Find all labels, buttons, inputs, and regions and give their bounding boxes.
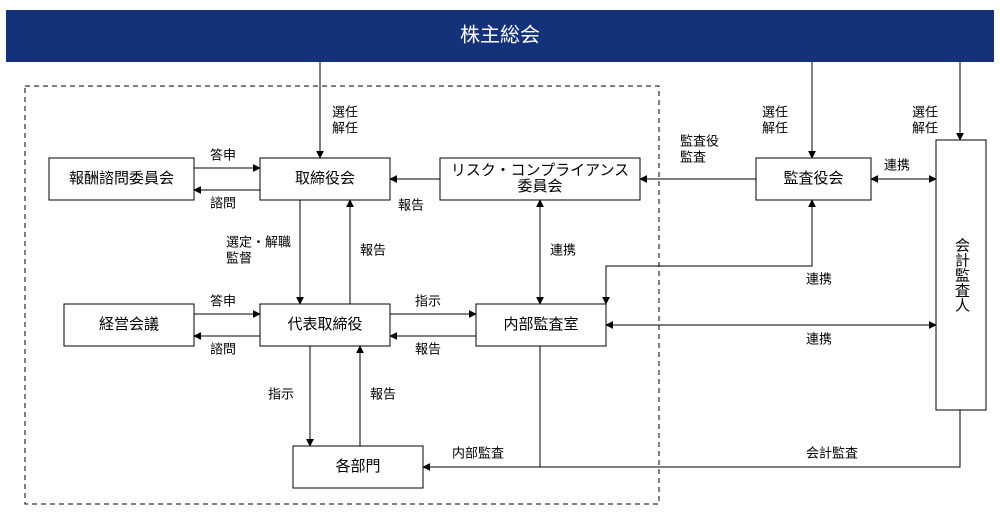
- edge-label-ab-board-2: 監査: [680, 149, 706, 164]
- edge-label-ceo-aud-t: 指示: [415, 293, 441, 308]
- node-label-accounting_auditor: 会計監査人: [953, 238, 970, 313]
- node-label-ceo: 代表取締役: [287, 316, 362, 333]
- governance-diagram: 選任解任選任解任選任解任答申諮問報告選定・解職監督報告連携答申諮問指示報告指示報…: [0, 0, 1000, 526]
- edge-label-board-ceo-l: 選定・解職: [226, 234, 291, 249]
- edge-label-sh-board-2: 解任: [332, 120, 358, 135]
- edge-label-ab-acct: 連携: [884, 157, 910, 172]
- edge-ab-aud: [606, 200, 812, 304]
- edge-label-sh-acct: 選任: [912, 104, 938, 119]
- edge-label-sh-ab: 選任: [762, 104, 788, 119]
- edge-label-acct-dept: 会計監査: [806, 445, 858, 460]
- edge-label-ceo-mgmt-b: 諮問: [210, 341, 236, 356]
- node-label-risk-0: リスク・コンプライアンス: [451, 162, 629, 179]
- node-label-mgmt: 経営会議: [99, 315, 159, 333]
- node-label-board: 取締役会: [295, 170, 355, 187]
- edge-label-sh-board-1: 選任: [332, 104, 358, 119]
- edge-label-mgmt-ceo-t: 答申: [210, 293, 236, 308]
- edge-label-aud-ceo-b: 報告: [415, 341, 441, 356]
- node-label-departments: 各部門: [335, 458, 380, 475]
- edge-label-comp-board-t: 答申: [210, 147, 236, 162]
- edge-label-ceo-dept-l: 指示: [268, 386, 294, 401]
- node-label-compensation: 報酬諮問委員会: [69, 170, 174, 187]
- edge-label-aud-acct: 連携: [806, 331, 832, 346]
- node-label-risk-1: 委員会: [517, 178, 562, 195]
- dashed-group: [25, 86, 659, 504]
- edge-label-sh-ab-2: 解任: [762, 120, 788, 135]
- node-label-audit_office: 内部監査室: [503, 316, 578, 333]
- node-label-shareholders: 株主総会: [460, 23, 540, 46]
- edge-label-board-ceo-l2: 監督: [226, 250, 252, 265]
- edge-label-aud-dept: 内部監査: [452, 445, 504, 460]
- edge-label-sh-acct-2: 解任: [912, 120, 938, 135]
- edge-label-board-comp-b: 諮問: [210, 195, 236, 210]
- edge-label-ab-board: 監査役: [680, 133, 719, 148]
- node-label-audit_board: 監査役会: [783, 170, 843, 187]
- edge-label-risk-audit: 連携: [550, 242, 576, 257]
- edge-label-dept-ceo-r: 報告: [370, 386, 396, 401]
- edge-label-ab-aud: 連携: [806, 271, 832, 286]
- edge-label-risk-board: 報告: [398, 197, 424, 212]
- edge-label-ceo-board-r: 報告: [360, 242, 386, 257]
